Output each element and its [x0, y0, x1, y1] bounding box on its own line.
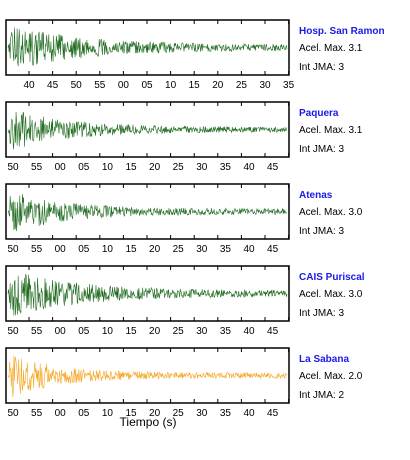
x-tick-label: 10	[102, 408, 114, 419]
x-tick-label: 55	[31, 408, 43, 419]
x-tick-label: 25	[173, 326, 185, 337]
x-tick-label: 50	[7, 326, 19, 337]
x-tick-label: 15	[125, 408, 137, 419]
x-tick-label: 35	[220, 244, 232, 255]
x-tick-label: 20	[149, 408, 161, 419]
x-tick-label: 10	[102, 244, 114, 255]
x-tick-label: 20	[212, 80, 224, 91]
jma-intensity: Int JMA: 2	[299, 390, 344, 401]
x-tick-label: 00	[118, 80, 130, 91]
waveform-trace	[7, 194, 288, 232]
x-tick-label: 55	[31, 162, 43, 173]
jma-intensity: Int JMA: 3	[299, 144, 344, 155]
x-tick-label: 05	[78, 162, 90, 173]
station-name: CAIS Puriscal	[299, 272, 365, 283]
x-tick-label: 40	[243, 162, 255, 173]
station-panel: 50 55 00 05 10 15 20 25 30 35 40 45 Paquera Acel. Max…	[5, 101, 363, 173]
x-tick-label: 55	[31, 326, 43, 337]
x-tick-label: 25	[173, 162, 185, 173]
max-acceleration: Acel. Max. 2.0	[299, 371, 363, 382]
x-tick-label: 45	[47, 80, 59, 91]
x-tick-label: 05	[78, 408, 90, 419]
max-acceleration: Acel. Max. 3.1	[299, 43, 363, 54]
x-tick-label: 40	[243, 408, 255, 419]
x-tick-label: 00	[55, 162, 67, 173]
x-tick-label: 35	[220, 408, 232, 419]
x-tick-label: 45	[267, 326, 279, 337]
x-tick-label: 45	[267, 162, 279, 173]
jma-intensity: Int JMA: 3	[299, 308, 344, 319]
x-tick-label: 00	[55, 326, 67, 337]
x-tick-label: 20	[149, 326, 161, 337]
max-acceleration: Acel. Max. 3.0	[299, 207, 363, 218]
x-tick-label: 20	[149, 162, 161, 173]
x-tick-label: 30	[196, 326, 208, 337]
x-tick-label: 05	[141, 80, 153, 91]
x-tick-label: 30	[196, 408, 208, 419]
x-tick-label: 10	[102, 162, 114, 173]
x-tick-label: 20	[149, 244, 161, 255]
x-tick-label: 40	[243, 244, 255, 255]
max-acceleration: Acel. Max. 3.1	[299, 125, 363, 136]
x-tick-label: 35	[220, 326, 232, 337]
station-name: Atenas	[299, 190, 333, 201]
x-tick-label: 55	[31, 244, 43, 255]
station-name: Hosp. San Ramon	[299, 26, 385, 37]
x-tick-label: 30	[196, 162, 208, 173]
x-tick-label: 10	[165, 80, 177, 91]
x-tick-label: 15	[125, 162, 137, 173]
station-panel: 50 55 00 05 10 15 20 25 30 35 40 45 Atenas Acel. Max.…	[5, 183, 363, 255]
x-tick-label: 25	[173, 408, 185, 419]
x-tick-label: 00	[55, 408, 67, 419]
x-axis-label: Tiempo (s)	[120, 415, 177, 429]
x-tick-label: 50	[71, 80, 83, 91]
x-tick-label: 50	[7, 244, 19, 255]
station-panel: 50 55 00 05 10 15 20 25 30 35 40 45 La Sabana Acel. M…	[5, 347, 363, 419]
x-tick-label: 15	[189, 80, 201, 91]
station-name: Paquera	[299, 108, 339, 119]
x-tick-label: 25	[173, 244, 185, 255]
waveform-trace	[7, 111, 288, 150]
x-tick-label: 25	[236, 80, 248, 91]
x-tick-label: 15	[125, 326, 137, 337]
waveform-trace	[7, 27, 288, 67]
x-tick-label: 40	[23, 80, 35, 91]
jma-intensity: Int JMA: 3	[299, 62, 344, 73]
x-tick-label: 45	[267, 408, 279, 419]
x-tick-label: 30	[196, 244, 208, 255]
jma-intensity: Int JMA: 3	[299, 226, 344, 237]
x-tick-label: 40	[243, 326, 255, 337]
waveform-trace	[7, 355, 288, 397]
x-tick-label: 45	[267, 244, 279, 255]
x-tick-label: 35	[283, 80, 295, 91]
x-tick-label: 05	[78, 244, 90, 255]
station-panel: 40 45 50 55 00 05 10 15 20 25 30 35 Hosp. San Ramon A…	[5, 19, 385, 91]
x-tick-label: 35	[220, 162, 232, 173]
x-tick-label: 05	[78, 326, 90, 337]
x-tick-label: 55	[94, 80, 106, 91]
station-panel: 50 55 00 05 10 15 20 25 30 35 40 45 CAIS Puriscal Ace…	[5, 265, 365, 337]
panels-group: 40 45 50 55 00 05 10 15 20 25 30 35 Hosp. San Ramon A…	[5, 19, 385, 419]
x-tick-label: 10	[102, 326, 114, 337]
x-tick-label: 15	[125, 244, 137, 255]
x-tick-label: 00	[55, 244, 67, 255]
station-name: La Sabana	[299, 354, 349, 365]
x-tick-label: 30	[259, 80, 271, 91]
waveform-trace	[7, 273, 288, 316]
x-tick-label: 50	[7, 408, 19, 419]
max-acceleration: Acel. Max. 3.0	[299, 289, 363, 300]
x-tick-label: 50	[7, 162, 19, 173]
